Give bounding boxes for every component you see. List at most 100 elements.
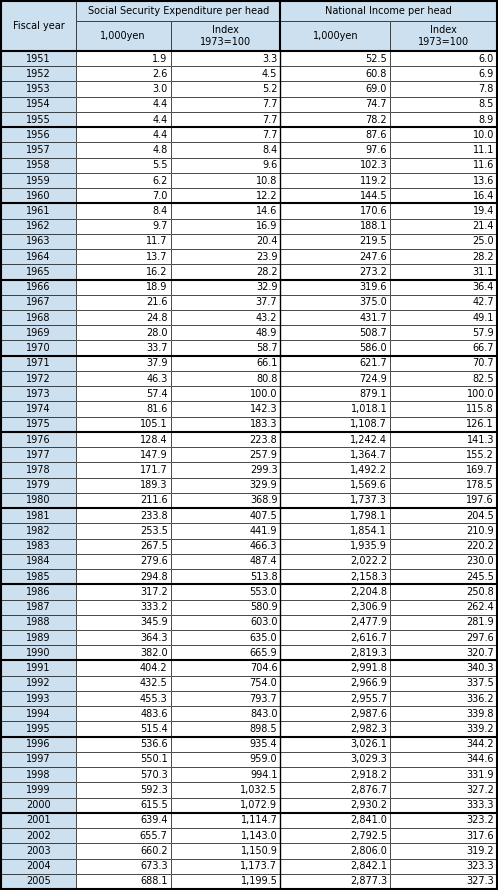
Bar — [1, 645, 76, 660]
Bar — [171, 660, 280, 676]
Text: 1,242.4: 1,242.4 — [350, 434, 387, 444]
Bar — [1, 249, 76, 264]
Bar — [1, 401, 76, 417]
Bar — [1, 660, 76, 676]
Bar — [171, 447, 280, 463]
Text: 1,000yen: 1,000yen — [313, 31, 358, 41]
Bar — [390, 203, 497, 219]
Text: 7.7: 7.7 — [262, 130, 277, 140]
Text: 31.1: 31.1 — [473, 267, 494, 277]
Text: 1978: 1978 — [26, 465, 51, 475]
Bar — [171, 859, 280, 874]
Bar — [390, 767, 497, 782]
Text: 4.4: 4.4 — [152, 130, 168, 140]
Bar — [171, 828, 280, 844]
Bar — [76, 112, 171, 127]
Bar — [171, 234, 280, 249]
Bar — [1, 310, 76, 325]
Bar — [76, 478, 171, 493]
Bar — [171, 615, 280, 630]
Bar — [171, 386, 280, 401]
Text: 639.4: 639.4 — [140, 815, 168, 825]
Bar — [390, 386, 497, 401]
Text: 407.5: 407.5 — [249, 511, 277, 521]
Bar — [1, 478, 76, 493]
Bar — [390, 615, 497, 630]
Text: 273.2: 273.2 — [360, 267, 387, 277]
Text: 81.6: 81.6 — [146, 404, 168, 414]
Bar — [280, 478, 390, 493]
Bar — [280, 188, 390, 203]
Bar — [76, 630, 171, 645]
Bar — [76, 508, 171, 523]
Bar — [171, 615, 280, 630]
Text: 1959: 1959 — [26, 175, 51, 185]
Bar — [390, 112, 497, 127]
Bar — [171, 51, 280, 66]
Bar — [390, 401, 497, 417]
Bar — [280, 828, 390, 844]
Bar — [1, 112, 76, 127]
Bar — [390, 310, 497, 325]
Bar — [171, 782, 280, 797]
Bar — [390, 538, 497, 554]
Bar — [280, 691, 390, 706]
Bar — [76, 538, 171, 554]
Text: 142.3: 142.3 — [250, 404, 277, 414]
Text: 48.9: 48.9 — [256, 328, 277, 338]
Bar — [76, 523, 171, 538]
Bar — [1, 142, 76, 158]
Bar — [390, 432, 497, 447]
Bar — [390, 463, 497, 478]
Text: 1987: 1987 — [26, 603, 51, 612]
Text: 404.2: 404.2 — [140, 663, 168, 673]
Bar — [1, 691, 76, 706]
Bar — [390, 600, 497, 615]
Bar — [390, 173, 497, 188]
Bar — [1, 752, 76, 767]
Text: 78.2: 78.2 — [366, 115, 387, 125]
Text: 323.2: 323.2 — [466, 815, 494, 825]
Bar — [280, 401, 390, 417]
Text: 66.1: 66.1 — [256, 359, 277, 368]
Text: 18.9: 18.9 — [146, 282, 168, 292]
Bar — [76, 234, 171, 249]
Bar — [76, 371, 171, 386]
Bar — [76, 600, 171, 615]
Bar — [390, 310, 497, 325]
Bar — [280, 752, 390, 767]
Bar — [171, 630, 280, 645]
Bar — [76, 722, 171, 737]
Bar — [390, 386, 497, 401]
Bar — [280, 600, 390, 615]
Bar — [280, 478, 390, 493]
Bar — [171, 493, 280, 508]
Text: 1953: 1953 — [26, 84, 51, 94]
Bar — [76, 142, 171, 158]
Text: 431.7: 431.7 — [360, 312, 387, 323]
Bar — [76, 782, 171, 797]
Bar — [390, 813, 497, 828]
Bar — [76, 279, 171, 295]
Bar — [280, 158, 390, 173]
Bar — [390, 97, 497, 112]
Bar — [390, 691, 497, 706]
Text: Fiscal year: Fiscal year — [12, 21, 64, 31]
Bar — [1, 844, 76, 859]
Text: 37.9: 37.9 — [146, 359, 168, 368]
Bar — [280, 386, 390, 401]
Text: 14.6: 14.6 — [256, 206, 277, 216]
Bar — [171, 310, 280, 325]
Text: 1,492.2: 1,492.2 — [350, 465, 387, 475]
Text: 660.2: 660.2 — [140, 846, 168, 856]
Text: 704.6: 704.6 — [250, 663, 277, 673]
Text: 994.1: 994.1 — [250, 770, 277, 780]
Text: 635.0: 635.0 — [250, 633, 277, 643]
Text: 1983: 1983 — [26, 541, 51, 551]
Text: 1,173.7: 1,173.7 — [241, 862, 277, 871]
Bar — [280, 782, 390, 797]
Bar — [171, 463, 280, 478]
Bar — [1, 584, 76, 600]
Text: 1966: 1966 — [26, 282, 51, 292]
Bar — [390, 112, 497, 127]
